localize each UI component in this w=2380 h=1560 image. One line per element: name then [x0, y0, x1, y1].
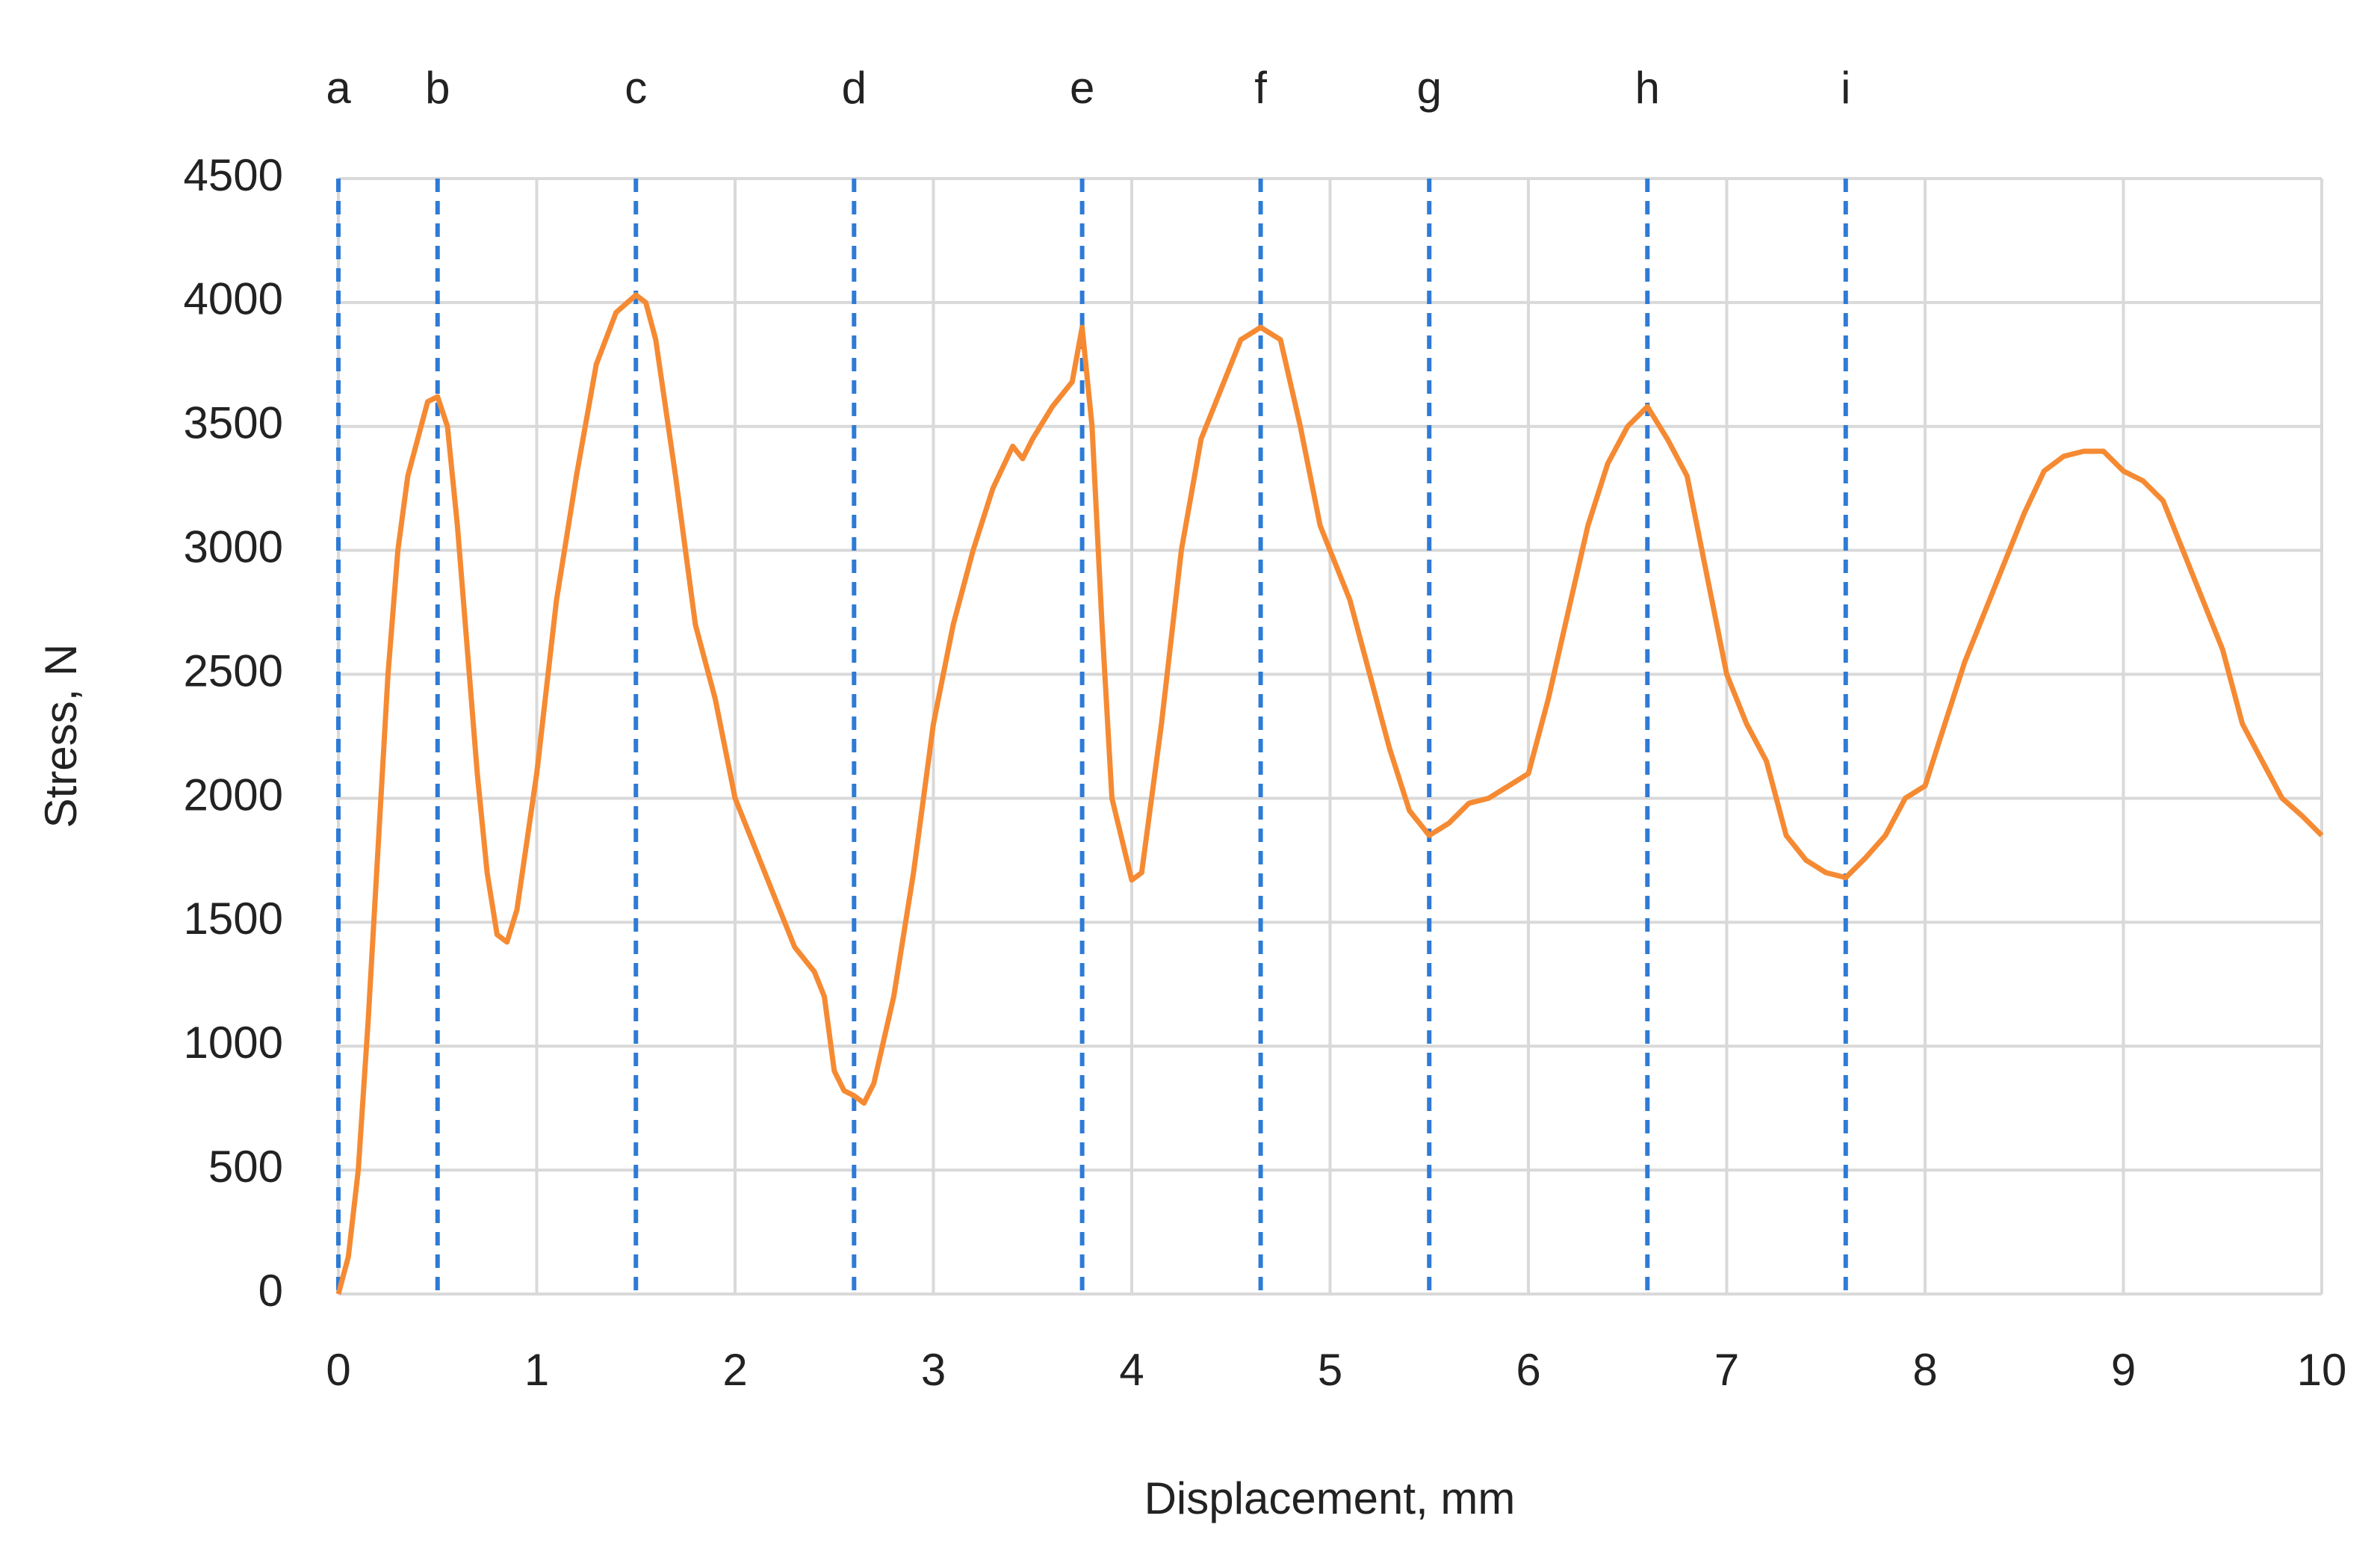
y-tick-label: 1500	[184, 894, 283, 944]
marker-label: c	[625, 63, 647, 113]
y-tick-label: 0	[258, 1266, 283, 1316]
marker-label: d	[842, 63, 867, 113]
y-tick-label: 4500	[184, 150, 283, 200]
y-tick-label: 2000	[184, 770, 283, 820]
y-tick-label: 1000	[184, 1018, 283, 1068]
marker-label: h	[1635, 63, 1660, 113]
marker-label: b	[425, 63, 450, 113]
x-tick-label: 2	[722, 1345, 747, 1395]
x-tick-label: 4	[1119, 1345, 1144, 1395]
marker-label: g	[1417, 63, 1442, 113]
marker-label: e	[1070, 63, 1094, 113]
marker-label: a	[326, 63, 351, 113]
x-tick-label: 9	[2111, 1345, 2136, 1395]
x-tick-label: 1	[524, 1345, 549, 1395]
y-tick-label: 2500	[184, 646, 283, 696]
y-tick-label: 3000	[184, 522, 283, 572]
x-tick-label: 0	[326, 1345, 350, 1395]
x-tick-label: 10	[2297, 1345, 2347, 1395]
x-tick-label: 7	[1714, 1345, 1739, 1395]
x-tick-label: 6	[1516, 1345, 1540, 1395]
x-tick-label: 3	[921, 1345, 946, 1395]
y-tick-label: 500	[208, 1142, 283, 1192]
marker-label: f	[1254, 63, 1267, 113]
y-tick-label: 4000	[184, 274, 283, 324]
marker-label: i	[1841, 63, 1850, 113]
x-axis-label: Displacement, mm	[1144, 1473, 1516, 1523]
y-tick-label: 3500	[184, 398, 283, 448]
x-tick-label: 5	[1318, 1345, 1342, 1395]
x-tick-label: 8	[1912, 1345, 1937, 1395]
y-axis-label: Stress, N	[36, 644, 86, 829]
data-line	[335, 292, 2324, 1295]
